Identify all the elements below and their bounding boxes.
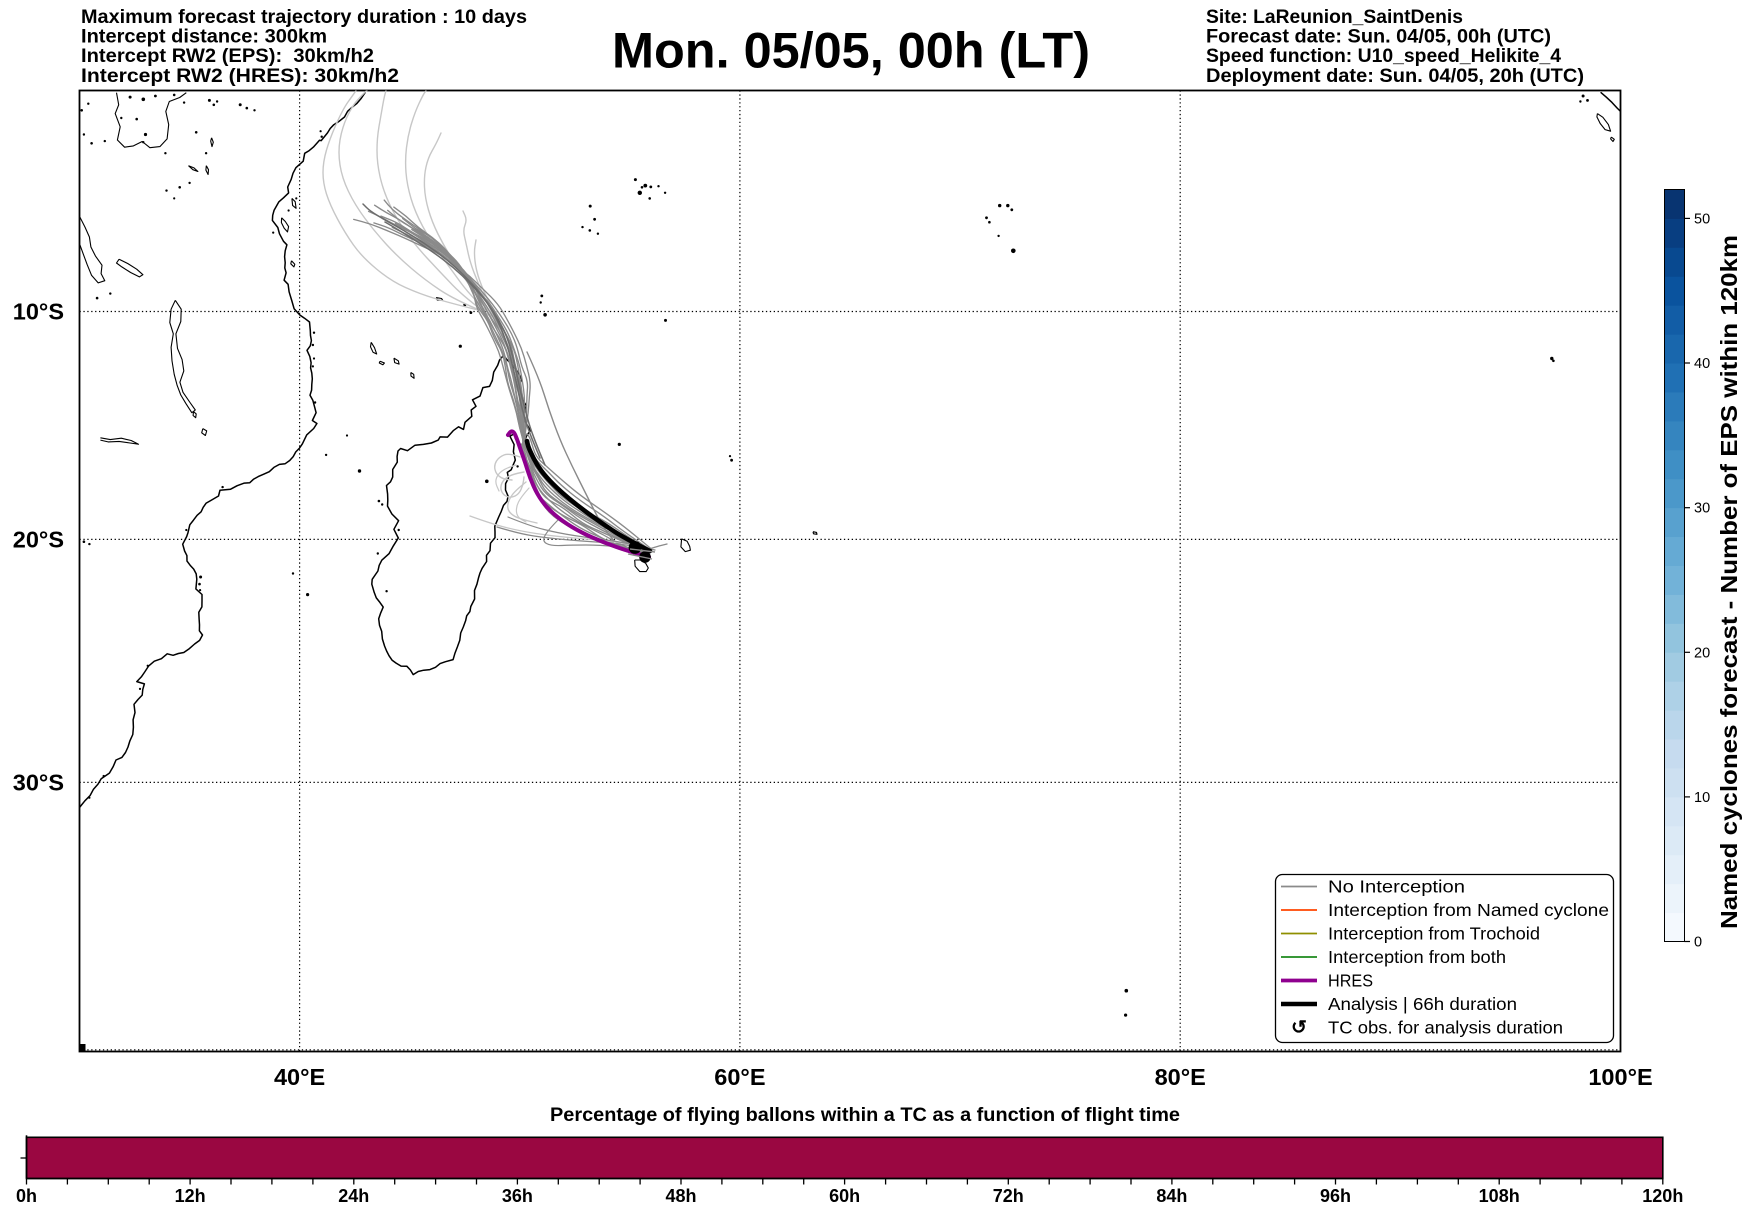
svg-text:48h: 48h: [665, 1186, 696, 1206]
svg-text:Intercept RW2 (HRES): 30km/h2: Intercept RW2 (HRES): 30km/h2: [81, 66, 399, 87]
svg-text:40°E: 40°E: [274, 1064, 325, 1090]
svg-text:Speed function: U10_speed_Heli: Speed function: U10_speed_Helikite_4: [1206, 46, 1561, 67]
svg-text:100°E: 100°E: [1588, 1064, 1652, 1090]
svg-text:HRES: HRES: [1328, 971, 1373, 991]
svg-text:60h: 60h: [829, 1186, 860, 1206]
svg-text:10°S: 10°S: [13, 299, 64, 325]
svg-text:108h: 108h: [1479, 1186, 1520, 1206]
svg-text:50: 50: [1694, 211, 1710, 227]
svg-text:Site: LaReunion_SaintDenis: Site: LaReunion_SaintDenis: [1206, 7, 1463, 28]
svg-text:36h: 36h: [502, 1186, 533, 1206]
svg-text:Interception from both: Interception from both: [1328, 947, 1506, 967]
svg-text:0h: 0h: [16, 1186, 37, 1206]
svg-text:Deployment date: Sun. 04/05, 2: Deployment date: Sun. 04/05, 20h (UTC): [1206, 66, 1584, 87]
svg-text:80°E: 80°E: [1155, 1064, 1206, 1090]
svg-text:30: 30: [1694, 501, 1710, 517]
svg-text:Interception from Trochoid: Interception from Trochoid: [1328, 924, 1540, 944]
svg-text:72h: 72h: [993, 1186, 1024, 1206]
svg-text:20°S: 20°S: [13, 527, 64, 553]
svg-text:Intercept distance: 300km: Intercept distance: 300km: [81, 27, 327, 48]
svg-text:40: 40: [1694, 356, 1710, 372]
svg-text:Maximum forecast trajectory du: Maximum forecast trajectory duration : 1…: [81, 7, 527, 28]
svg-text:12h: 12h: [175, 1186, 206, 1206]
svg-text:Analysis | 66h duration: Analysis | 66h duration: [1328, 994, 1517, 1014]
svg-text:Interception from Named cyclon: Interception from Named cyclone: [1328, 900, 1609, 920]
svg-text:TC obs. for analysis duration: TC obs. for analysis duration: [1328, 1018, 1563, 1038]
svg-text:Percentage of flying ballons w: Percentage of flying ballons within a TC…: [550, 1104, 1180, 1126]
svg-text:0: 0: [1694, 935, 1702, 951]
svg-text:Forecast date: Sun. 04/05, 00h: Forecast date: Sun. 04/05, 00h (UTC): [1206, 27, 1551, 48]
svg-text:Named cyclones forecast - Numb: Named cyclones forecast - Number of EPS …: [1716, 235, 1742, 929]
svg-text:↺: ↺: [1291, 1018, 1307, 1039]
svg-text:No Interception: No Interception: [1328, 877, 1465, 897]
svg-text:30°S: 30°S: [13, 770, 64, 796]
svg-text:Mon. 05/05, 00h (LT): Mon. 05/05, 00h (LT): [612, 23, 1090, 79]
svg-text:20: 20: [1694, 645, 1710, 661]
svg-text:Intercept RW2 (EPS): 30km/h2: Intercept RW2 (EPS): 30km/h2: [81, 46, 374, 67]
svg-text:10: 10: [1694, 790, 1710, 806]
svg-text:84h: 84h: [1156, 1186, 1187, 1206]
svg-text:24h: 24h: [338, 1186, 369, 1206]
svg-text:60°E: 60°E: [714, 1064, 765, 1090]
svg-text:96h: 96h: [1320, 1186, 1351, 1206]
svg-text:120h: 120h: [1642, 1186, 1683, 1206]
